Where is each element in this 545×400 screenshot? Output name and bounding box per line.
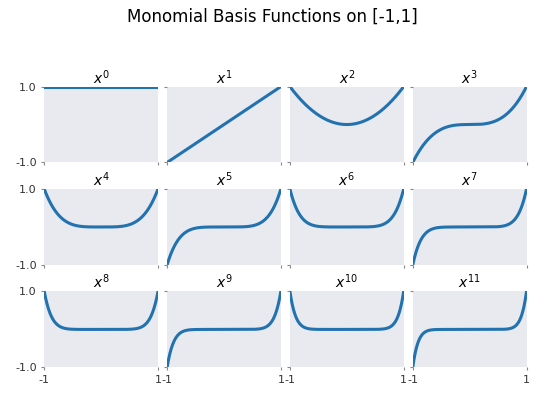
Title: $x^{1}$: $x^{1}$ [216, 68, 232, 87]
Title: $x^{8}$: $x^{8}$ [93, 273, 110, 292]
Title: $x^{7}$: $x^{7}$ [461, 170, 478, 189]
Title: $x^{2}$: $x^{2}$ [338, 68, 355, 87]
Title: $x^{5}$: $x^{5}$ [216, 170, 232, 189]
Title: $x^{6}$: $x^{6}$ [338, 170, 355, 189]
Title: $x^{9}$: $x^{9}$ [216, 273, 232, 292]
Title: $x^{4}$: $x^{4}$ [93, 170, 110, 189]
Title: $x^{3}$: $x^{3}$ [461, 68, 478, 87]
Title: $x^{10}$: $x^{10}$ [335, 273, 358, 292]
Text: Monomial Basis Functions on [-1,1]: Monomial Basis Functions on [-1,1] [127, 8, 418, 26]
Title: $x^{0}$: $x^{0}$ [93, 68, 110, 87]
Title: $x^{11}$: $x^{11}$ [458, 273, 481, 292]
